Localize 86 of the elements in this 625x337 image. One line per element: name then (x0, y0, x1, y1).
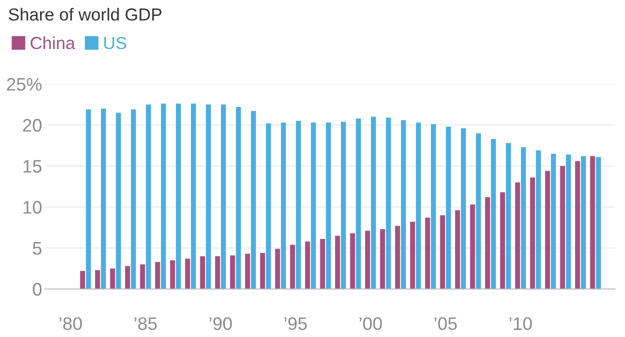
bar (280, 122, 286, 289)
bar (455, 210, 460, 289)
y-tick-label: 10 (24, 200, 42, 214)
bar (296, 120, 301, 289)
bar (500, 192, 506, 289)
x-tick-label: ’85 (134, 317, 157, 330)
bar (515, 182, 520, 289)
bar (100, 108, 106, 289)
bar (326, 122, 331, 289)
legend-label: China (30, 36, 76, 50)
bar (170, 260, 176, 289)
bar (185, 258, 190, 289)
x-tick-label: ’00 (360, 317, 382, 330)
bar (130, 109, 136, 289)
bar (550, 154, 556, 289)
bar (395, 226, 400, 289)
bar (110, 268, 116, 289)
x-tick-label: ’90 (210, 317, 232, 330)
bar (566, 154, 571, 289)
bar (80, 270, 86, 289)
bar (310, 122, 316, 289)
bar (476, 133, 481, 289)
bar (430, 124, 436, 289)
bar (530, 177, 536, 289)
bar (190, 104, 196, 289)
bar (320, 238, 326, 289)
bar (340, 122, 346, 289)
bar (386, 118, 391, 289)
bar (220, 104, 226, 289)
bar (86, 109, 91, 289)
y-tick-label: 5 (32, 242, 42, 255)
bar (410, 222, 416, 289)
bar (215, 256, 220, 289)
bar (95, 270, 100, 289)
bar (305, 241, 310, 289)
bar (266, 123, 271, 289)
bar (290, 244, 296, 289)
bar (356, 118, 361, 289)
bar (596, 156, 601, 289)
bar (460, 128, 466, 289)
y-tick-label: 15 (24, 160, 42, 173)
bar (590, 156, 596, 289)
bar (146, 104, 151, 289)
bar (440, 215, 446, 289)
y-tick-label: 25% (6, 78, 42, 91)
bar (176, 104, 181, 289)
bar (425, 218, 430, 289)
bar (400, 120, 406, 289)
bar (545, 170, 550, 289)
bar (245, 254, 250, 289)
bar (365, 230, 370, 289)
legend-label: US (104, 36, 126, 50)
x-tick-label: ’05 (434, 317, 457, 330)
bar (155, 262, 160, 289)
bar (230, 255, 236, 289)
bar (416, 122, 421, 289)
bar (116, 112, 121, 289)
bar (490, 138, 496, 289)
bar (536, 150, 541, 289)
x-tick-label: ’80 (60, 317, 82, 330)
bar (275, 248, 280, 289)
bar (380, 229, 386, 289)
x-tick-label: ’10 (510, 317, 532, 330)
bar (236, 106, 241, 289)
y-tick-label: 0 (32, 282, 42, 296)
bar (370, 116, 376, 289)
bar (335, 236, 340, 289)
bar (200, 256, 206, 289)
x-tick-label: ’95 (284, 317, 307, 330)
bar (506, 143, 511, 289)
bar (560, 166, 566, 289)
bar (575, 161, 580, 289)
bar (140, 264, 146, 289)
bar (250, 111, 256, 289)
bar (520, 147, 526, 289)
bar (350, 233, 356, 289)
bar (260, 252, 266, 289)
chart-title: Share of world GDP (8, 8, 162, 21)
bar (485, 197, 490, 289)
bar (580, 156, 586, 289)
bar (125, 266, 130, 289)
bar (470, 204, 476, 289)
y-tick-label: 20 (23, 118, 42, 132)
bar (160, 104, 166, 289)
bar (206, 104, 211, 289)
bar (446, 126, 451, 289)
